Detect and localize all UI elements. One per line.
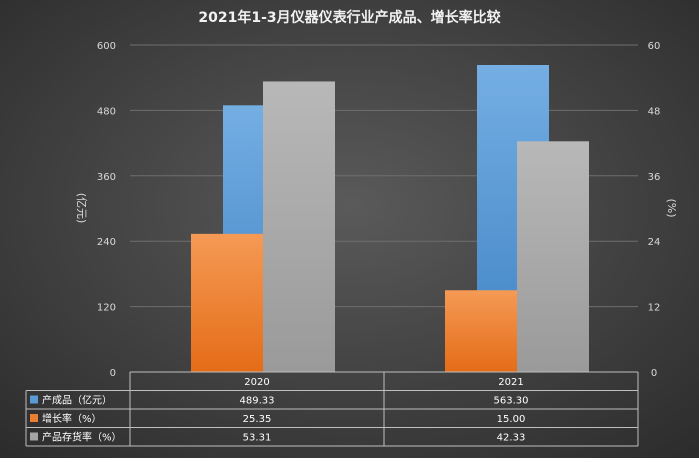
right-axis-ticks: 0 12 24 36 48 60 xyxy=(648,41,661,379)
table-category-label: 2021 xyxy=(498,377,523,388)
data-label: 489.33 xyxy=(240,396,275,407)
data-table: 2020 2021 产成品（亿元） 489.33 563.30 增长率（%） 25.35 15… xyxy=(25,371,639,447)
right-tick-label: 12 xyxy=(648,303,661,314)
legend-key xyxy=(30,414,38,422)
right-tick-label: 36 xyxy=(648,172,661,183)
bar-growth-2021 xyxy=(445,290,517,372)
left-tick-label: 480 xyxy=(97,106,116,117)
table-category-label: 2020 xyxy=(244,377,269,388)
right-tick-label: 48 xyxy=(648,106,661,117)
data-label: 563.30 xyxy=(494,396,529,407)
right-axis-label: (%) xyxy=(665,198,678,217)
left-axis-ticks: 0 120 240 360 480 600 xyxy=(97,41,116,379)
data-label: 25.35 xyxy=(243,414,272,425)
data-label: 42.33 xyxy=(497,433,526,444)
legend-key xyxy=(30,395,38,404)
left-tick-label: 360 xyxy=(97,172,116,183)
series-name: 产品存货率（%） xyxy=(42,431,122,444)
left-tick-label: 240 xyxy=(97,237,116,248)
right-tick-label: 60 xyxy=(648,41,661,52)
bar-inventory-2021 xyxy=(517,141,589,372)
left-tick-label: 600 xyxy=(97,41,116,52)
bar-growth-2020 xyxy=(191,233,263,372)
chart-title: 2021年1-3月仪器仪表行业产成品、增长率比较 xyxy=(198,9,500,26)
legend-key xyxy=(30,432,38,441)
bar-inventory-2020 xyxy=(263,81,335,372)
bars xyxy=(191,65,589,373)
series-name: 产成品（亿元） xyxy=(42,394,112,407)
series-name: 增长率（%） xyxy=(42,412,102,425)
left-tick-label: 120 xyxy=(97,303,116,314)
right-tick-label: 24 xyxy=(648,237,661,248)
left-axis-label: (亿元) xyxy=(75,193,88,224)
data-label: 53.31 xyxy=(243,433,272,444)
right-tick-label: 0 xyxy=(651,368,657,379)
data-label: 15.00 xyxy=(497,414,526,425)
left-tick-label: 0 xyxy=(110,368,116,379)
